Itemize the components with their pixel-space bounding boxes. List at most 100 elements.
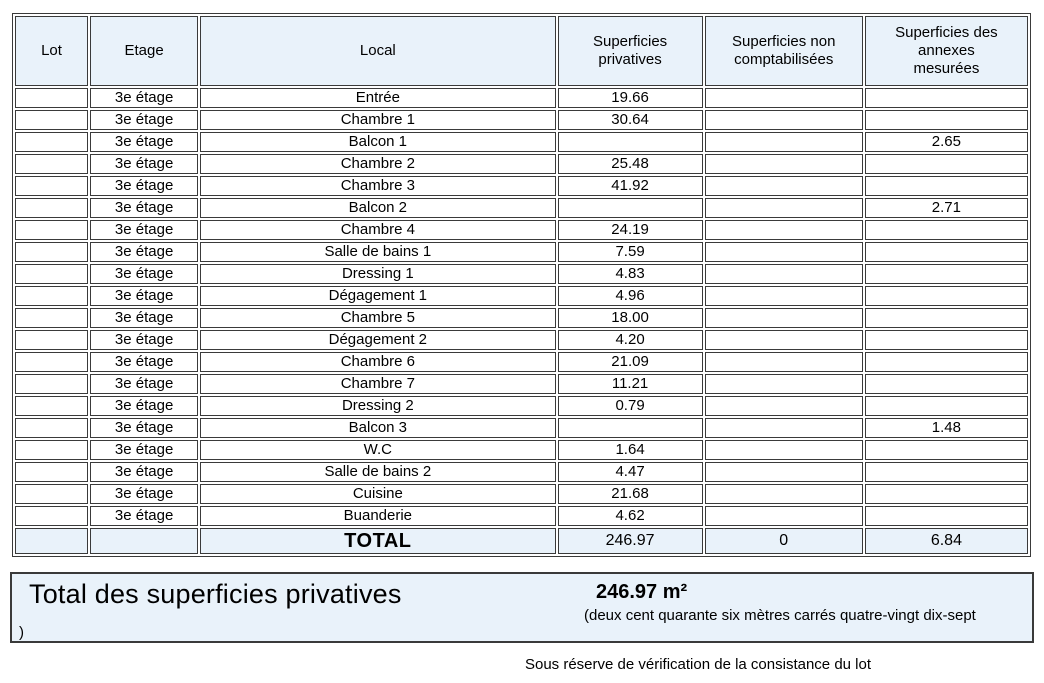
cell-local: W.C (200, 440, 556, 460)
cell-etage: 3e étage (90, 462, 199, 482)
table-row: 3e étage Dégagement 1 4.96 (15, 286, 1028, 306)
cell-lot (15, 198, 89, 218)
cell-etage: 3e étage (90, 484, 199, 504)
table-row: 3e étage Chambre 7 11.21 (15, 374, 1028, 394)
cell-superficies-privatives: 30.64 (557, 110, 703, 130)
cell-local: Dressing 2 (200, 396, 556, 416)
cell-superficies-non-comptabilisees (704, 132, 863, 152)
table-row: 3e étage Salle de bains 1 7.59 (15, 242, 1028, 262)
cell-superficies-privatives: 21.09 (557, 352, 703, 372)
cell-superficies-privatives: 4.83 (557, 264, 703, 284)
surface-table: Lot Etage Local Superficies privatives S… (12, 13, 1031, 557)
cell-superficies-privatives (557, 198, 703, 218)
cell-etage: 3e étage (90, 286, 199, 306)
table-row: 3e étage Entrée 19.66 (15, 88, 1028, 108)
cell-superficies-privatives: 11.21 (557, 374, 703, 394)
summary-box: Total des superficies privatives 246.97 … (10, 572, 1034, 643)
table-row: 3e étage Cuisine 21.68 (15, 484, 1028, 504)
cell-local: Dégagement 2 (200, 330, 556, 350)
cell-superficies-annexes: 2.71 (864, 198, 1028, 218)
cell-superficies-annexes (864, 330, 1028, 350)
cell-superficies-annexes (864, 484, 1028, 504)
cell-superficies-privatives: 21.68 (557, 484, 703, 504)
cell-superficies-annexes: 1.48 (864, 418, 1028, 438)
cell-etage: 3e étage (90, 132, 199, 152)
total-row: TOTAL 246.97 0 6.84 (15, 528, 1028, 554)
table-row: 3e étage Balcon 3 1.48 (15, 418, 1028, 438)
cell-local: Buanderie (200, 506, 556, 526)
cell-superficies-non-comptabilisees (704, 462, 863, 482)
table-row: 3e étage Buanderie 4.62 (15, 506, 1028, 526)
table-row: 3e étage Balcon 2 2.71 (15, 198, 1028, 218)
cell-superficies-annexes: 2.65 (864, 132, 1028, 152)
cell-superficies-annexes (864, 286, 1028, 306)
cell-superficies-non-comptabilisees (704, 154, 863, 174)
cell-local: Balcon 3 (200, 418, 556, 438)
table-row: 3e étage Chambre 1 30.64 (15, 110, 1028, 130)
summary-value-block: 246.97 m² (deux cent quarante six mètres… (584, 581, 1030, 624)
cell-local: Cuisine (200, 484, 556, 504)
cell-superficies-non-comptabilisees (704, 374, 863, 394)
summary-closing-paren: ) (19, 624, 24, 641)
cell-superficies-privatives: 19.66 (557, 88, 703, 108)
cell-superficies-privatives: 4.47 (557, 462, 703, 482)
cell-superficies-annexes (864, 176, 1028, 196)
footer-note: Sous réserve de vérification de la consi… (524, 656, 872, 673)
cell-superficies-non-comptabilisees (704, 176, 863, 196)
cell-superficies-non-comptabilisees (704, 352, 863, 372)
summary-value-in-words: (deux cent quarante six mètres carrés qu… (584, 607, 976, 624)
cell-etage: 3e étage (90, 242, 199, 262)
summary-label: Total des superficies privatives (29, 579, 402, 609)
cell-superficies-privatives: 4.62 (557, 506, 703, 526)
cell-superficies-annexes (864, 220, 1028, 240)
cell-lot (15, 88, 89, 108)
cell-lot (15, 154, 89, 174)
cell-local: Chambre 3 (200, 176, 556, 196)
header-lot: Lot (15, 16, 89, 86)
cell-lot (15, 132, 89, 152)
cell-etage: 3e étage (90, 154, 199, 174)
cell-superficies-annexes (864, 308, 1028, 328)
cell-superficies-annexes (864, 396, 1028, 416)
cell-superficies-annexes (864, 242, 1028, 262)
cell-local: Dégagement 1 (200, 286, 556, 306)
cell-lot (15, 308, 89, 328)
table-row: 3e étage Dressing 2 0.79 (15, 396, 1028, 416)
table-row: 3e étage W.C 1.64 (15, 440, 1028, 460)
table-row: 3e étage Salle de bains 2 4.47 (15, 462, 1028, 482)
table-row: 3e étage Balcon 1 2.65 (15, 132, 1028, 152)
summary-total-value: 246.97 m² (596, 581, 688, 603)
cell-superficies-non-comptabilisees (704, 440, 863, 460)
header-superficies-privatives: Superficies privatives (557, 16, 703, 86)
cell-superficies-annexes (864, 88, 1028, 108)
cell-local: Chambre 7 (200, 374, 556, 394)
table-footer: TOTAL 246.97 0 6.84 (15, 528, 1028, 554)
cell-lot (15, 264, 89, 284)
cell-local: Chambre 2 (200, 154, 556, 174)
total-cell-lot (15, 528, 89, 554)
cell-lot (15, 242, 89, 262)
cell-superficies-privatives: 0.79 (557, 396, 703, 416)
cell-lot (15, 506, 89, 526)
cell-superficies-privatives (557, 132, 703, 152)
cell-superficies-non-comptabilisees (704, 110, 863, 130)
header-local: Local (200, 16, 556, 86)
cell-superficies-annexes (864, 440, 1028, 460)
total-superficies-annexes: 6.84 (864, 528, 1028, 554)
cell-lot (15, 440, 89, 460)
table-row: 3e étage Chambre 5 18.00 (15, 308, 1028, 328)
cell-local: Chambre 6 (200, 352, 556, 372)
cell-superficies-privatives: 1.64 (557, 440, 703, 460)
header-superficies-non-comptabilisees: Superficies non comptabilisées (704, 16, 863, 86)
cell-superficies-annexes (864, 110, 1028, 130)
cell-etage: 3e étage (90, 220, 199, 240)
cell-superficies-annexes (864, 506, 1028, 526)
table-row: 3e étage Chambre 3 41.92 (15, 176, 1028, 196)
cell-superficies-non-comptabilisees (704, 396, 863, 416)
table-header: Lot Etage Local Superficies privatives S… (15, 16, 1028, 86)
cell-etage: 3e étage (90, 110, 199, 130)
cell-lot (15, 484, 89, 504)
total-label: TOTAL (200, 528, 556, 554)
cell-superficies-non-comptabilisees (704, 484, 863, 504)
cell-superficies-non-comptabilisees (704, 308, 863, 328)
